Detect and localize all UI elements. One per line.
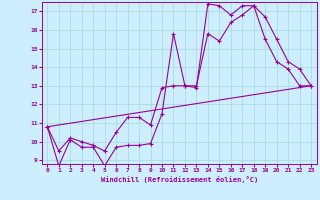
X-axis label: Windchill (Refroidissement éolien,°C): Windchill (Refroidissement éolien,°C) xyxy=(100,176,258,183)
